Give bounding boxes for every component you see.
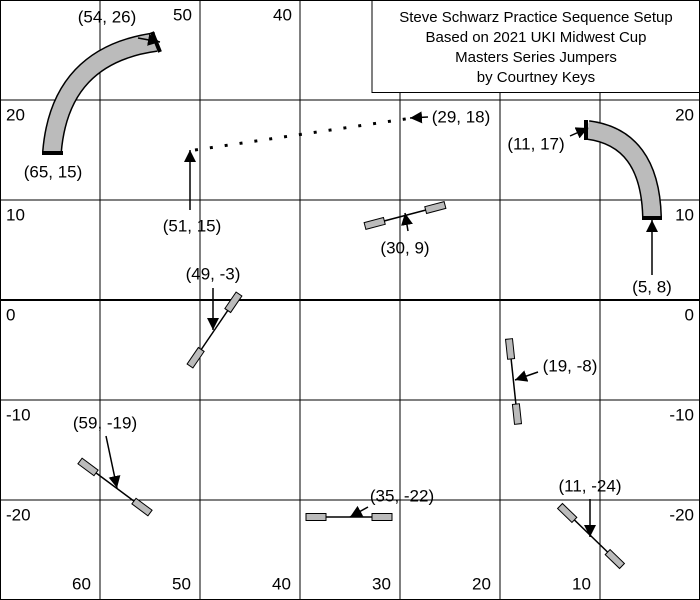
grid-label: 20 bbox=[472, 574, 491, 593]
jump bbox=[186, 291, 243, 369]
grid-label: 50 bbox=[173, 5, 192, 24]
grid-label: 20 bbox=[6, 105, 25, 124]
jump-wing bbox=[424, 201, 447, 215]
grid-label: 10 bbox=[6, 205, 25, 224]
title-line: Based on 2021 UKI Midwest Cup bbox=[426, 29, 647, 46]
grid-label: -20 bbox=[6, 505, 31, 524]
arrow bbox=[569, 127, 589, 139]
marker-label: (65, 15) bbox=[24, 162, 83, 181]
arrow bbox=[105, 435, 121, 489]
arrow bbox=[137, 33, 161, 46]
grid-label: 10 bbox=[675, 205, 694, 224]
grid-label: 40 bbox=[273, 5, 292, 24]
jump bbox=[504, 338, 523, 425]
jump-wing bbox=[77, 457, 99, 477]
path-line bbox=[194, 116, 413, 152]
tunnel bbox=[584, 120, 662, 220]
arrow bbox=[514, 370, 539, 382]
grid-label: 60 bbox=[72, 574, 91, 593]
grid-label: 30 bbox=[372, 574, 391, 593]
title-line: Masters Series Jumpers bbox=[455, 49, 617, 66]
title-box bbox=[371, 0, 700, 93]
grid-label: -10 bbox=[669, 405, 694, 424]
arrows bbox=[105, 33, 658, 537]
jump-wing bbox=[504, 338, 516, 360]
jump bbox=[305, 513, 393, 521]
jump-wing bbox=[305, 513, 327, 521]
grid-label: 40 bbox=[272, 574, 291, 593]
title-line: by Courtney Keys bbox=[477, 69, 595, 86]
marker-label: (19, -8) bbox=[543, 356, 598, 375]
title-line: Steve Schwarz Practice Sequence Setup bbox=[399, 9, 673, 26]
grid-label: 0 bbox=[685, 305, 694, 324]
grid-label: 0 bbox=[6, 305, 15, 324]
grid-label: 10 bbox=[572, 574, 591, 593]
jump-wing bbox=[371, 513, 393, 521]
arrow bbox=[401, 212, 413, 232]
marker-label: (35, -22) bbox=[370, 486, 434, 505]
jump-wing bbox=[511, 403, 523, 425]
jump-wing bbox=[186, 346, 205, 369]
marker-label: (5, 8) bbox=[632, 277, 672, 296]
marker-label: (29, 18) bbox=[432, 107, 491, 126]
marker-label: (49, -3) bbox=[186, 264, 241, 283]
marker-label: (59, -19) bbox=[73, 413, 137, 432]
arrow bbox=[349, 505, 369, 518]
marker-label: (11, -24) bbox=[559, 476, 622, 495]
marker-label: (51, 15) bbox=[163, 216, 222, 235]
marker-label: (54, 26) bbox=[78, 7, 137, 26]
marker-label: (11, 17) bbox=[507, 134, 564, 153]
arrow bbox=[409, 111, 429, 124]
jump-wing bbox=[224, 291, 243, 314]
grid-label: -10 bbox=[6, 405, 31, 424]
grid-label: 20 bbox=[675, 105, 694, 124]
marker-label: (30, 9) bbox=[380, 238, 429, 257]
grid-label: 50 bbox=[172, 574, 191, 593]
jump-wing bbox=[556, 502, 578, 524]
jump-wing bbox=[363, 216, 386, 230]
jump-wing bbox=[131, 497, 153, 517]
jump-wing bbox=[604, 548, 626, 570]
grid-label: -20 bbox=[669, 505, 694, 524]
